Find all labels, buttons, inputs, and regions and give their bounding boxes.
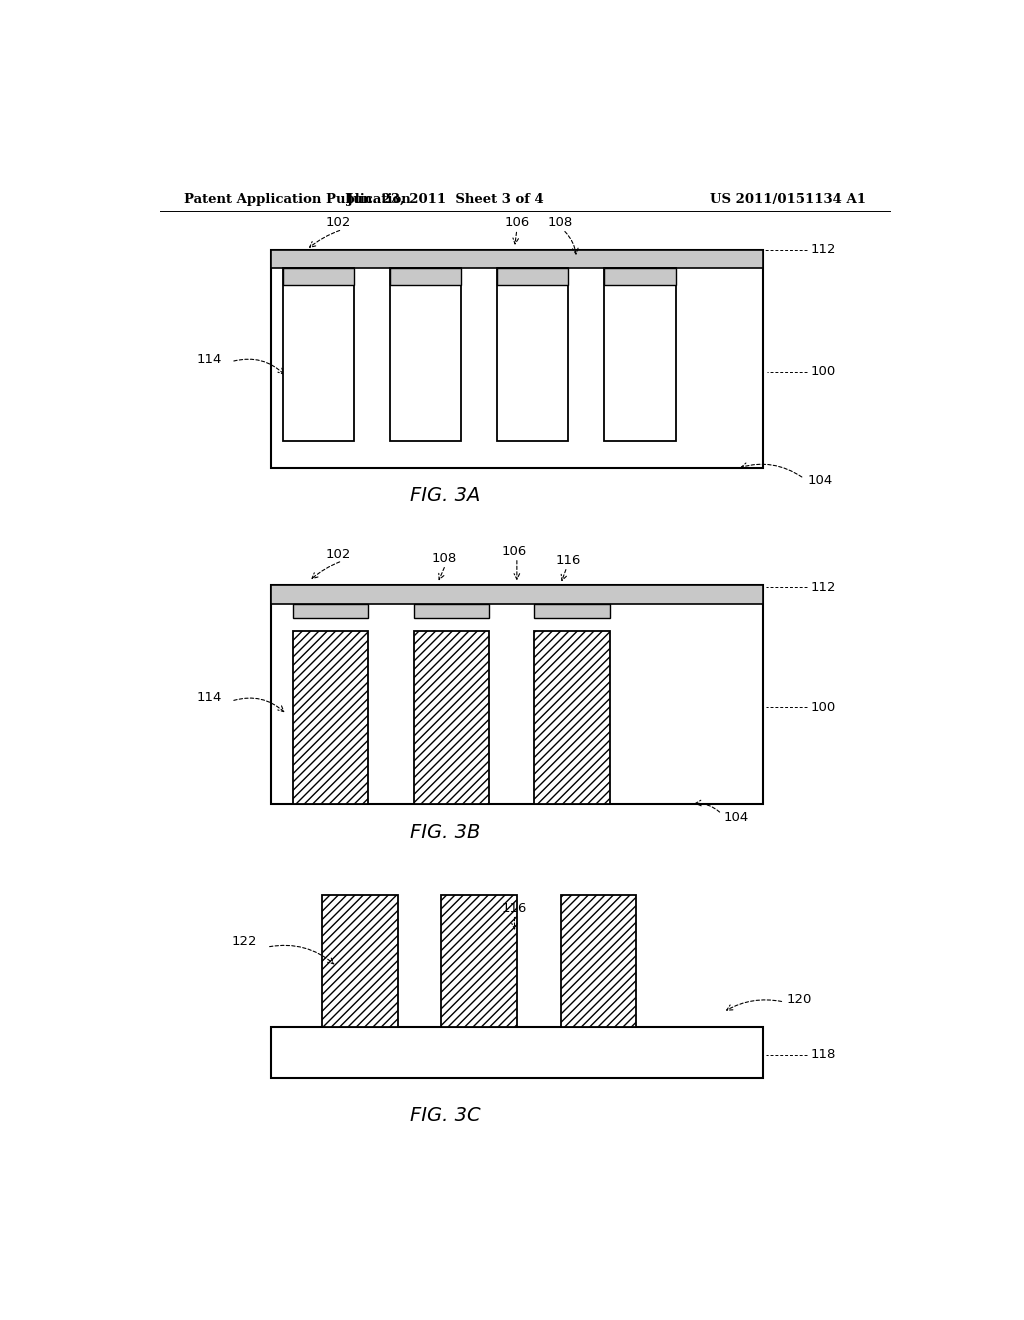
Text: 106: 106	[502, 545, 527, 558]
Bar	[535, 603, 609, 618]
Text: FIG. 3A: FIG. 3A	[411, 486, 480, 506]
Text: 100: 100	[811, 701, 836, 714]
Bar	[604, 268, 676, 285]
Text: Jun. 23, 2011  Sheet 3 of 4: Jun. 23, 2011 Sheet 3 of 4	[347, 193, 544, 206]
Text: 118: 118	[811, 1048, 836, 1061]
Text: 104: 104	[723, 810, 749, 824]
Text: 108: 108	[431, 552, 457, 565]
Bar	[414, 631, 489, 804]
Bar	[270, 1027, 763, 1078]
Bar	[390, 268, 462, 441]
Text: 114: 114	[197, 690, 221, 704]
Bar	[293, 603, 369, 618]
Text: Patent Application Publication: Patent Application Publication	[183, 193, 411, 206]
Text: 122: 122	[231, 935, 257, 948]
Bar	[270, 585, 763, 603]
Text: US 2011/0151134 A1: US 2011/0151134 A1	[710, 193, 866, 206]
Text: FIG. 3B: FIG. 3B	[411, 822, 480, 842]
Bar	[270, 585, 763, 804]
Bar	[270, 249, 763, 469]
Bar	[560, 895, 636, 1027]
Bar	[441, 895, 517, 1027]
Text: 114: 114	[197, 354, 221, 366]
Text: 112: 112	[811, 581, 836, 594]
Text: 106: 106	[504, 216, 529, 228]
Bar	[323, 895, 397, 1027]
Text: 100: 100	[811, 366, 836, 379]
Text: 112: 112	[811, 243, 836, 256]
Text: 102: 102	[326, 216, 351, 228]
Bar	[283, 268, 354, 441]
Text: 104: 104	[807, 474, 833, 487]
Text: 102: 102	[326, 548, 351, 561]
Text: 108: 108	[548, 216, 573, 228]
Text: 116: 116	[502, 902, 527, 915]
Bar	[497, 268, 568, 441]
Bar	[535, 631, 609, 804]
Bar	[270, 249, 763, 268]
Text: FIG. 3C: FIG. 3C	[411, 1106, 480, 1126]
Bar	[497, 268, 568, 285]
Bar	[414, 603, 489, 618]
Bar	[293, 631, 369, 804]
Bar	[390, 268, 462, 285]
Text: 116: 116	[556, 554, 582, 568]
Bar	[604, 268, 676, 441]
Bar	[283, 268, 354, 285]
Text: 120: 120	[786, 994, 812, 1006]
